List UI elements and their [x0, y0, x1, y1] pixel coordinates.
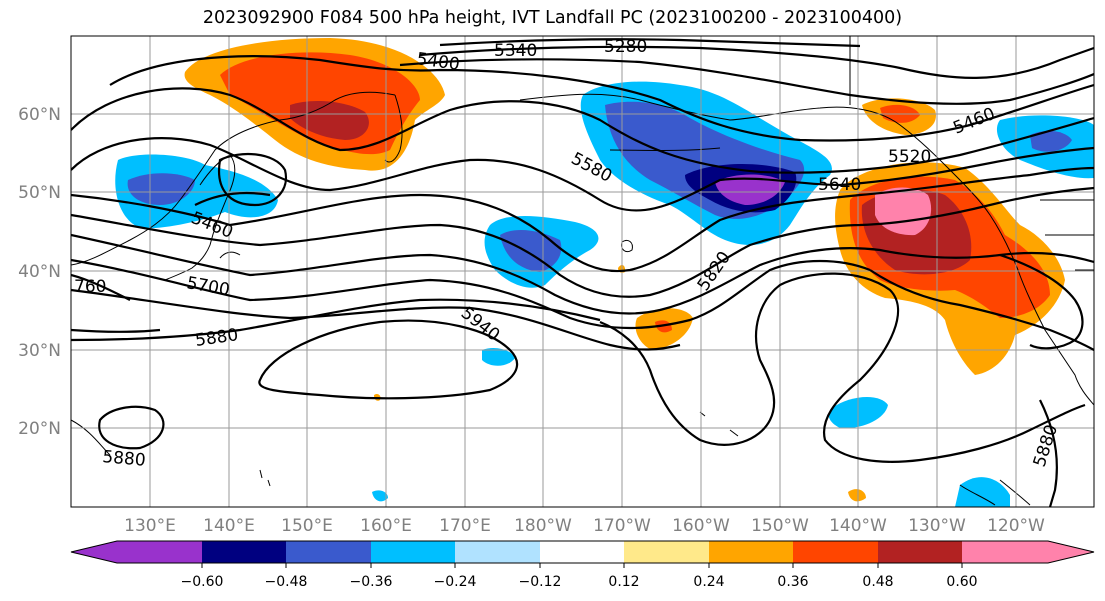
colorbar-segment: [202, 541, 286, 563]
colorbar-tick-label: 0.36: [777, 574, 808, 590]
colorbar-tick-labels: −0.60 −0.48 −0.36 −0.24 −0.12 0.12 0.24 …: [181, 574, 978, 590]
map-title: 2023092900 F084 500 hPa height, IVT Land…: [202, 8, 903, 28]
contour-label: 5520: [888, 147, 931, 167]
contour-label: 5280: [604, 37, 647, 57]
graticule: [71, 36, 1094, 507]
colorbar-tick-label: 0.12: [608, 574, 639, 590]
colorbar-tick-label: −0.24: [434, 574, 477, 590]
lat-label: 20°N: [18, 419, 61, 439]
colorbar-extend-max: [1048, 541, 1094, 563]
colorbar-segment: [117, 541, 202, 563]
lon-label: 140°W: [829, 516, 887, 536]
lon-label: 150°E: [281, 516, 333, 536]
colorbar-segment: [371, 541, 455, 563]
lon-label: 170°W: [593, 516, 651, 536]
lon-label: 160°E: [360, 516, 412, 536]
colorbar-tick-label: −0.60: [181, 574, 224, 590]
colorbar-segment: [455, 541, 540, 563]
colorbar-segment: [624, 541, 709, 563]
latitude-labels: 60°N 50°N 40°N 30°N 20°N: [18, 105, 61, 439]
colorbar-segment: [286, 541, 371, 563]
lon-label: 130°W: [908, 516, 966, 536]
colorbar-tick-label: −0.48: [265, 574, 308, 590]
lat-label: 30°N: [18, 341, 61, 361]
colorbar-tick-label: 0.48: [862, 574, 893, 590]
colorbar-tick-label: −0.12: [519, 574, 562, 590]
lon-label: 140°E: [203, 516, 255, 536]
colorbar-segment: [878, 541, 962, 563]
colorbar-tick-label: 0.24: [693, 574, 724, 590]
map-frame: [70, 35, 1095, 508]
lon-label: 130°E: [124, 516, 176, 536]
colorbar-segment: [540, 541, 624, 563]
colorbar-tick-label: −0.36: [350, 574, 393, 590]
colorbar-extend-min: [71, 541, 117, 563]
lat-label: 60°N: [18, 105, 61, 125]
contour-label: 5880: [102, 447, 147, 471]
colorbar-outline: [70, 540, 1095, 564]
height-contours: [71, 38, 1094, 507]
contour-label: 760: [74, 277, 106, 297]
lon-label: 120°W: [987, 516, 1045, 536]
lon-label: 170°E: [439, 516, 491, 536]
lon-label: 150°W: [751, 516, 809, 536]
colorbar-segment: [709, 541, 793, 563]
colorbar-segment: [793, 541, 878, 563]
lat-label: 50°N: [18, 183, 61, 203]
colorbar-segment: [962, 541, 1048, 563]
colorbar-tick-label: 0.60: [946, 574, 977, 590]
lat-label: 40°N: [18, 262, 61, 282]
lon-label: 160°W: [672, 516, 730, 536]
contour-label: 5340: [494, 41, 537, 61]
longitude-labels: 130°E 140°E 150°E 160°E 170°E 180°W 170°…: [124, 516, 1045, 536]
lon-label: 180°W: [514, 516, 572, 536]
colorbar: [70, 540, 1095, 568]
contour-label: 5640: [818, 175, 861, 195]
